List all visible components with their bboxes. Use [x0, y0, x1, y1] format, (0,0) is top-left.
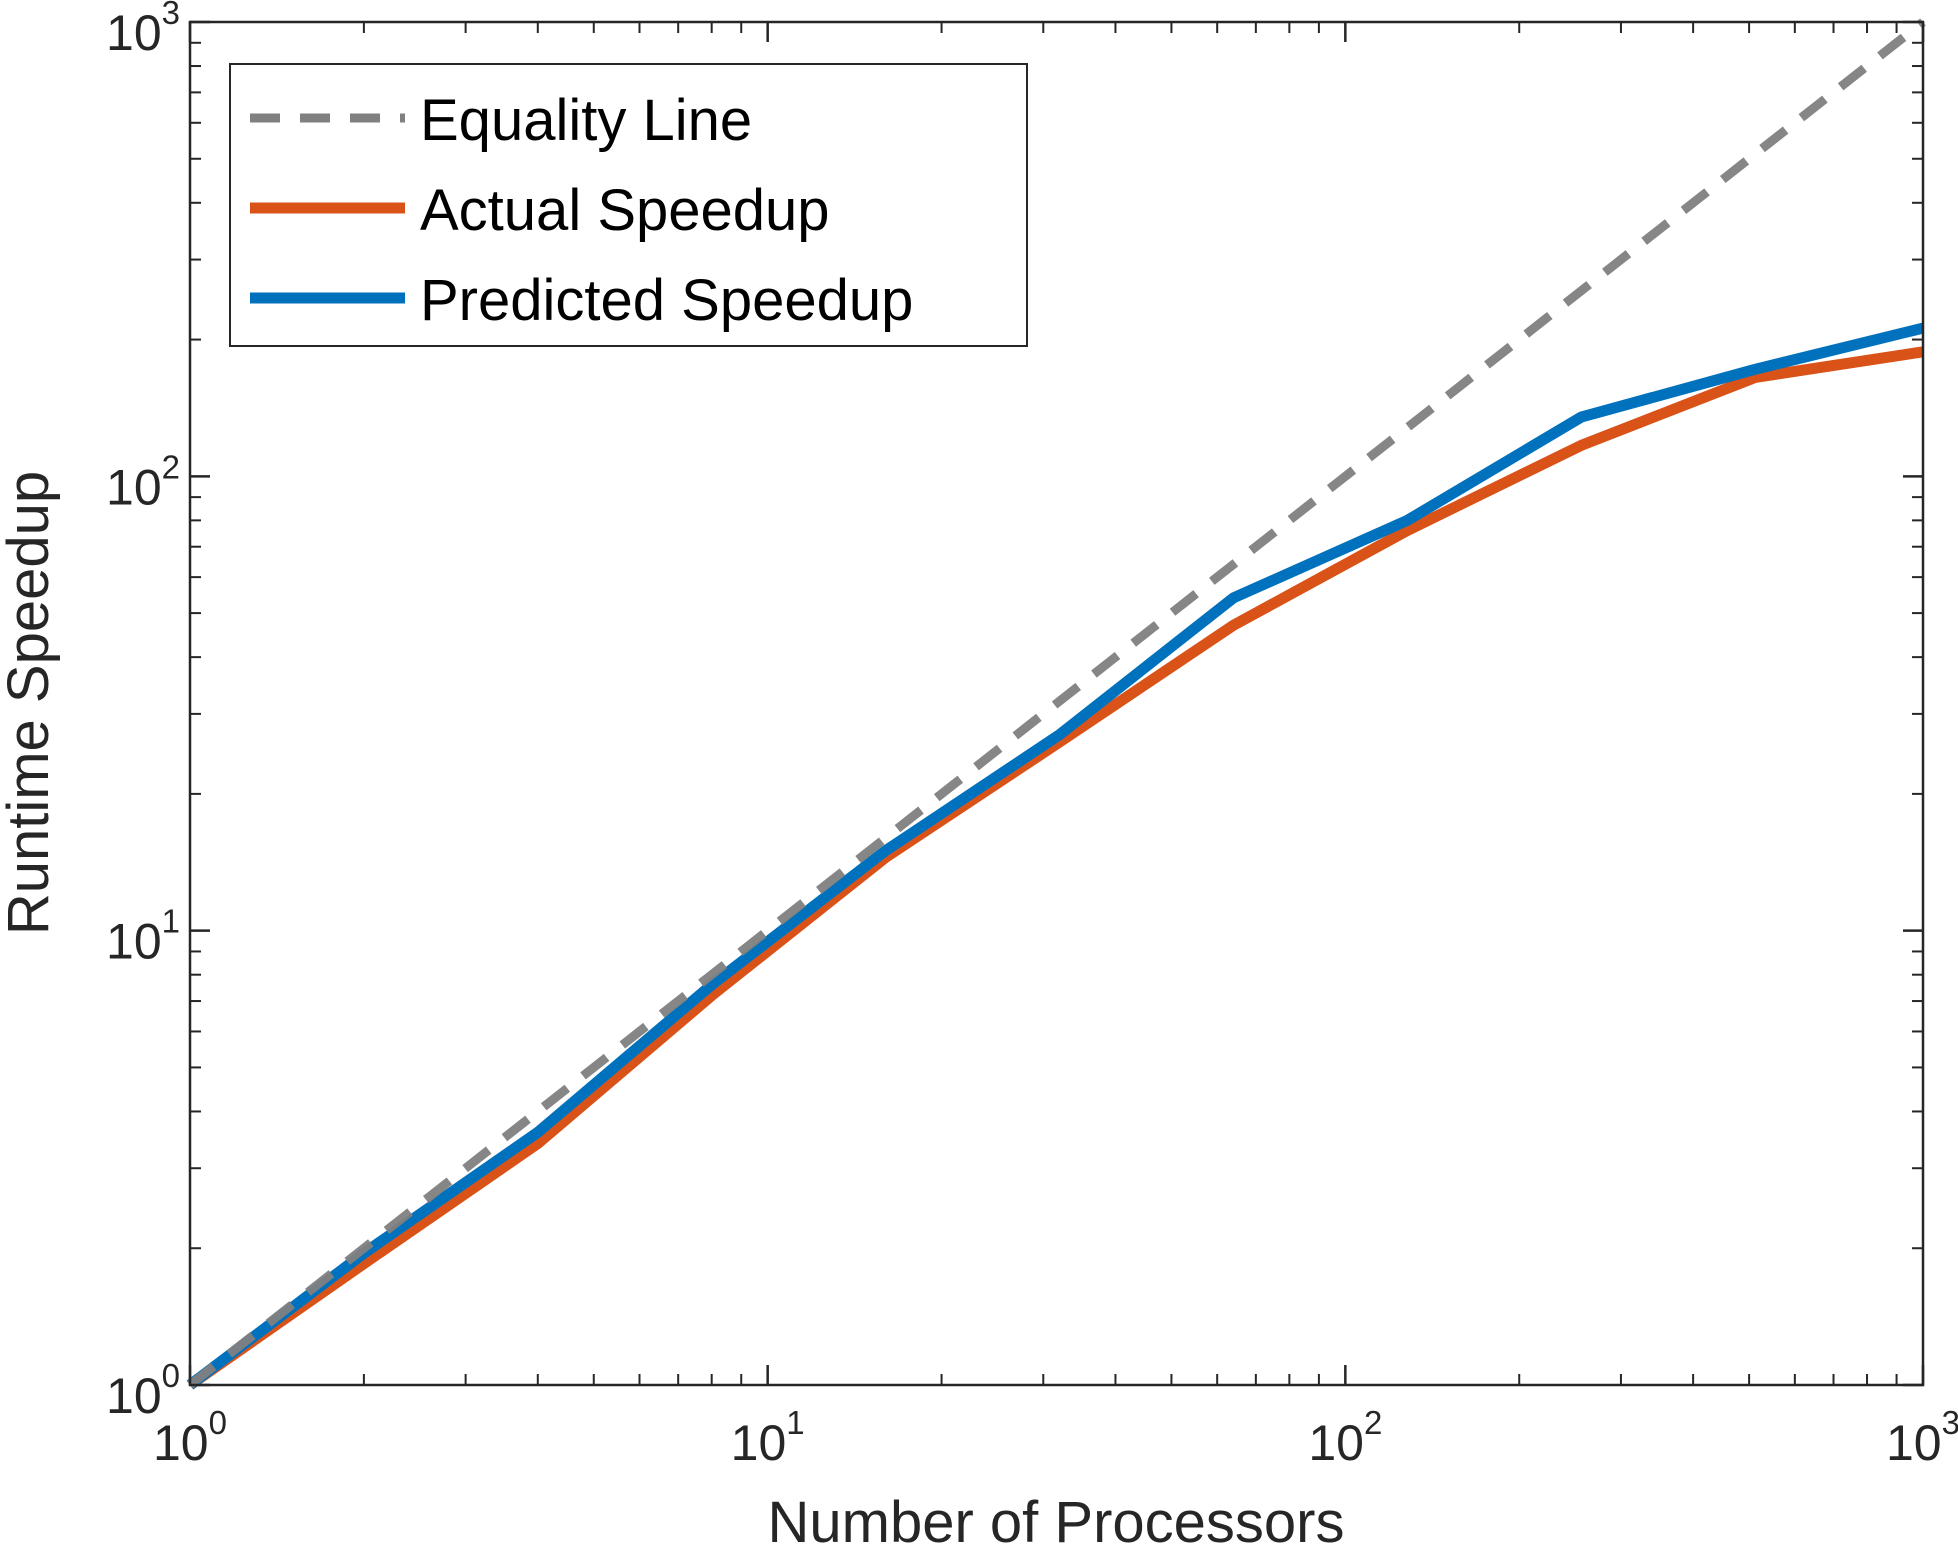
x-tick-label-0: 100	[153, 1404, 227, 1471]
data-point-predicted-speedup	[537, 1132, 538, 1133]
data-point-actual-speedup	[537, 1143, 538, 1144]
data-point-predicted-speedup	[1755, 369, 1756, 370]
data-point-predicted-speedup	[711, 984, 712, 985]
y-tick-label-3: 103	[106, 0, 180, 61]
minor-ticks	[190, 22, 1923, 1385]
data-point-predicted-speedup	[885, 850, 886, 851]
data-point-predicted-speedup	[1407, 520, 1408, 521]
axes-box	[188, 20, 1925, 1387]
y-axis-title: Runtime Speedup	[0, 471, 61, 935]
data-point-actual-speedup	[711, 995, 712, 996]
x-tick-label-3: 103	[1886, 1404, 1958, 1471]
series-line-actual-speedup	[186, 346, 1924, 1390]
y-tick-label-1: 101	[106, 903, 180, 970]
legend-label-predicted: Predicted Speedup	[420, 268, 913, 333]
data-point-actual-speedup	[1233, 625, 1234, 626]
legend: Equality Line Actual Speedup Predicted S…	[229, 63, 1028, 347]
data-point-predicted-speedup	[1233, 597, 1234, 598]
y-tick-label-0: 100	[106, 1357, 180, 1424]
data-point-actual-speedup	[1059, 742, 1060, 743]
x-tick-label-1: 101	[731, 1404, 805, 1471]
data-point-actual-speedup	[1755, 377, 1756, 378]
legend-label-equality: Equality Line	[420, 88, 752, 153]
y-tick-label-2: 102	[106, 448, 180, 515]
legend-label-actual: Actual Speedup	[420, 178, 830, 243]
data-point-predicted-speedup	[1581, 417, 1582, 418]
data-point-predicted-speedup	[1059, 734, 1060, 735]
series-layer	[186, 18, 1926, 1390]
data-point-actual-speedup	[363, 1263, 364, 1264]
series-line-equality-line	[187, 18, 1926, 1389]
data-point-actual-speedup	[1581, 445, 1582, 446]
x-tick-label-2: 102	[1308, 1404, 1382, 1471]
x-axis-title: Number of Processors	[768, 1490, 1345, 1555]
series-line-predicted-speedup	[186, 322, 1925, 1390]
data-point-actual-speedup	[1407, 530, 1408, 531]
